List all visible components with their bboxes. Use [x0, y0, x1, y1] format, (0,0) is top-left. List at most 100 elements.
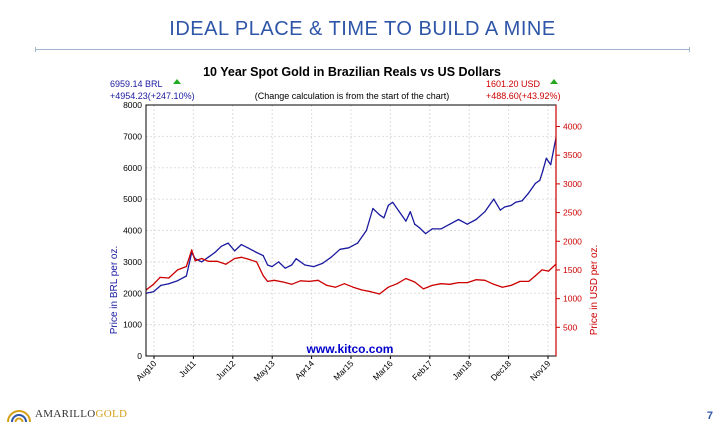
- right-tick-label: 2500: [563, 208, 582, 218]
- data-point-brl: [405, 220, 407, 222]
- data-point-brl: [457, 218, 460, 221]
- data-point-usd: [414, 281, 416, 283]
- data-point-brl: [291, 264, 293, 266]
- data-point-usd: [361, 289, 363, 291]
- right-tick-label: 2000: [563, 236, 582, 246]
- right-axis-ticks: 500 1000 1500 2000 2500 3000 3500 4000: [556, 122, 582, 332]
- x-tick-label: Feb17: [410, 358, 434, 382]
- data-point-brl: [387, 204, 389, 206]
- data-point-usd: [207, 260, 209, 262]
- data-point-brl: [304, 264, 306, 266]
- series-lines: [145, 137, 557, 295]
- data-point-usd: [225, 263, 227, 265]
- data-point-brl: [510, 204, 512, 206]
- amarillo-sunburst-icon: [7, 410, 31, 423]
- data-point-usd: [440, 283, 442, 285]
- left-axis-ticks: 0 1000 2000 3000 4000 5000 6000 7000 8000: [123, 100, 142, 361]
- data-point-usd: [159, 276, 161, 278]
- x-tick-label: Mar16: [371, 358, 395, 382]
- data-point-usd: [335, 286, 337, 288]
- right-tick-label: 1000: [563, 294, 582, 304]
- data-point-usd: [299, 280, 302, 282]
- data-point-brl: [504, 206, 506, 208]
- data-point-brl: [431, 228, 433, 230]
- data-point-brl: [534, 182, 537, 184]
- data-point-brl: [348, 247, 350, 249]
- data-point-usd: [256, 261, 258, 263]
- data-point-usd: [234, 257, 236, 260]
- data-point-usd: [216, 260, 218, 262]
- data-point-brl: [267, 264, 269, 266]
- left-tick-label: 1000: [123, 320, 142, 330]
- data-point-brl: [284, 267, 286, 269]
- data-point-brl: [271, 266, 273, 268]
- data-point-brl: [201, 261, 203, 263]
- x-tick-label: Jun12: [214, 358, 238, 382]
- x-tick-label: Mar15: [331, 358, 355, 382]
- right-tick-label: 4000: [563, 122, 582, 132]
- x-tick-label: Nov19: [528, 358, 553, 383]
- data-point-usd: [519, 280, 521, 282]
- data-point-brl: [493, 198, 495, 200]
- data-point-brl: [339, 248, 341, 250]
- data-point-usd: [510, 284, 512, 286]
- usd-up-arrow-icon: [550, 79, 558, 84]
- left-axis-label: Price in BRL per oz.: [109, 246, 120, 335]
- data-point-usd: [240, 256, 242, 258]
- left-tick-label: 2000: [123, 288, 142, 298]
- data-point-brl: [542, 170, 544, 172]
- data-point-brl: [247, 247, 249, 249]
- data-point-brl: [313, 266, 315, 268]
- x-tick-label: May13: [252, 358, 277, 383]
- data-point-usd: [267, 280, 269, 282]
- data-point-usd: [484, 279, 486, 281]
- data-point-usd: [431, 284, 433, 286]
- data-point-usd: [528, 280, 530, 282]
- data-point-usd: [317, 279, 319, 281]
- data-point-usd: [262, 275, 264, 277]
- series-line-usd: [145, 249, 557, 295]
- right-tick-label: 500: [563, 322, 577, 332]
- gold-price-chart: 10 Year Spot Gold in Brazilian Reals vs …: [109, 65, 600, 383]
- data-point-usd: [191, 249, 193, 251]
- data-point-brl: [152, 291, 155, 293]
- left-tick-label: 4000: [123, 226, 142, 236]
- right-tick-label: 1500: [563, 265, 582, 275]
- right-tick-label: 3000: [563, 179, 582, 189]
- data-point-usd: [152, 283, 155, 285]
- x-tick-label: Dec18: [489, 358, 514, 383]
- data-point-brl: [207, 256, 209, 258]
- data-point-brl: [475, 218, 477, 221]
- data-point-brl: [295, 258, 297, 260]
- data-point-brl: [227, 242, 229, 244]
- data-point-usd: [475, 279, 477, 281]
- data-point-brl: [330, 256, 332, 258]
- data-point-brl: [214, 251, 216, 254]
- data-point-brl: [409, 211, 411, 213]
- data-point-usd: [396, 283, 398, 285]
- data-point-brl: [177, 280, 179, 282]
- data-point-brl: [185, 275, 187, 277]
- left-tick-label: 5000: [123, 194, 142, 204]
- data-point-brl: [550, 164, 552, 166]
- data-point-brl: [425, 233, 427, 235]
- right-axis-label: Price in USD per oz.: [589, 245, 600, 336]
- slide-title: IDEAL PLACE & TIME TO BUILD A MINE: [169, 18, 556, 40]
- data-point-brl: [383, 217, 385, 219]
- data-point-brl: [321, 262, 324, 264]
- company-name: AMARILLOGOLD: [35, 408, 128, 420]
- left-tick-label: 3000: [123, 257, 142, 267]
- data-point-usd: [185, 265, 187, 268]
- kitco-watermark[interactable]: www.kitco.com: [306, 342, 394, 356]
- x-tick-label: Jul11: [177, 358, 198, 379]
- data-point-brl: [262, 255, 264, 257]
- gridlines: [146, 104, 556, 357]
- brl-change-summary: +4954.23(+247.10%): [110, 91, 195, 101]
- data-point-usd: [343, 283, 345, 285]
- left-tick-label: 7000: [123, 131, 142, 141]
- usd-price-summary: 1601.20 USD: [486, 79, 541, 89]
- data-point-usd: [201, 257, 203, 260]
- data-point-usd: [308, 280, 310, 282]
- data-point-brl: [234, 250, 236, 252]
- data-point-brl: [220, 245, 223, 247]
